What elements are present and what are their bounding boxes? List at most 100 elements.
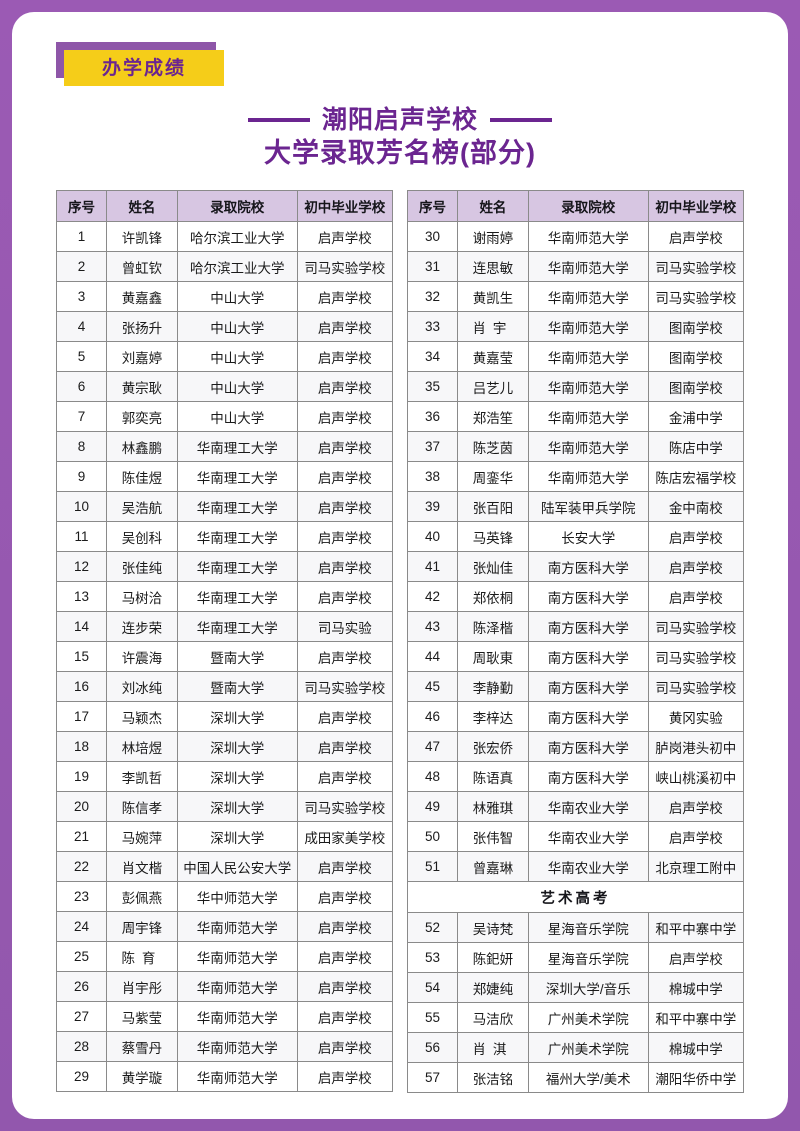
cell-no: 12 xyxy=(56,551,107,582)
cell-university: 暨南大学 xyxy=(176,671,298,702)
cell-school: 启声学校 xyxy=(647,942,745,973)
cell-no: 20 xyxy=(56,791,107,822)
cell-university: 华南农业大学 xyxy=(527,821,649,852)
cell-no: 47 xyxy=(407,731,458,762)
cell-name: 陈语真 xyxy=(456,761,529,792)
cell-name: 谢雨婷 xyxy=(456,221,529,252)
cell-no: 31 xyxy=(407,251,458,282)
cell-name: 连思敏 xyxy=(456,251,529,282)
cell-school: 启声学校 xyxy=(647,791,745,822)
cell-school: 金浦中学 xyxy=(647,401,745,432)
cell-school: 启声学校 xyxy=(296,461,394,492)
cell-name: 马紫莹 xyxy=(105,1001,178,1032)
cell-no: 16 xyxy=(56,671,107,702)
cell-no: 52 xyxy=(407,912,458,943)
table-row: 9 陈佳煜 华南理工大学 启声学校 xyxy=(56,461,394,492)
cell-university: 哈尔滨工业大学 xyxy=(176,251,298,282)
cell-name: 张洁铭 xyxy=(456,1062,529,1093)
cell-school: 胪岗港头初中 xyxy=(647,731,745,762)
cell-name: 周宇锋 xyxy=(105,911,178,942)
table-row: 18 林培煜 深圳大学 启声学校 xyxy=(56,731,394,762)
table-row: 30 谢雨婷 华南师范大学 启声学校 xyxy=(407,221,745,252)
cell-name: 张宏侨 xyxy=(456,731,529,762)
cell-university: 华南师范大学 xyxy=(527,281,649,312)
cell-name: 郑婕纯 xyxy=(456,972,529,1003)
cell-school: 金中南校 xyxy=(647,491,745,522)
table-row: 22 肖文楷 中国人民公安大学 启声学校 xyxy=(56,851,394,882)
table-row: 46 李梓达 南方医科大学 黄冈实验 xyxy=(407,701,745,732)
table-row: 54 郑婕纯 深圳大学/音乐 棉城中学 xyxy=(407,972,745,1003)
table-row: 34 黄嘉莹 华南师范大学 图南学校 xyxy=(407,341,745,372)
cell-name: 陈佳煜 xyxy=(105,461,178,492)
poster-title: 潮阳启声学校 大学录取芳名榜(部分) xyxy=(12,106,788,169)
table-row: 45 李静勤 南方医科大学 司马实验学校 xyxy=(407,671,745,702)
table-row: 51 曾嘉琳 华南农业大学 北京理工附中 xyxy=(407,851,745,882)
cell-university: 华南师范大学 xyxy=(527,431,649,462)
cell-university: 华南师范大学 xyxy=(527,341,649,372)
table-row: 25 陈育 华南师范大学 启声学校 xyxy=(56,941,394,972)
cell-university: 长安大学 xyxy=(527,521,649,552)
cell-no: 22 xyxy=(56,851,107,882)
cell-no: 9 xyxy=(56,461,107,492)
roster-table-left: 序号 姓名 录取院校 初中毕业学校 1 许凯锋 哈尔滨工业大学 启声学校 2 曾虹钦 哈尔滨… xyxy=(56,190,394,1092)
cell-no: 7 xyxy=(56,401,107,432)
title-line-1: 潮阳启声学校 xyxy=(12,106,788,135)
table-row: 29 黄学璇 华南师范大学 启声学校 xyxy=(56,1061,394,1092)
table-row: 31 连思敏 华南师范大学 司马实验学校 xyxy=(407,251,745,282)
cell-school: 启声学校 xyxy=(647,821,745,852)
col-header-name: 姓名 xyxy=(105,190,178,222)
cell-name: 陈信孝 xyxy=(105,791,178,822)
cell-name: 郑依桐 xyxy=(456,581,529,612)
cell-name: 黄学璇 xyxy=(105,1061,178,1092)
cell-university: 中山大学 xyxy=(176,311,298,342)
cell-school: 启声学校 xyxy=(296,641,394,672)
table-row: 10 吴浩航 华南理工大学 启声学校 xyxy=(56,491,394,522)
cell-university: 中国人民公安大学 xyxy=(176,851,298,882)
cell-school: 启声学校 xyxy=(296,281,394,312)
cell-name: 曾嘉琳 xyxy=(456,851,529,882)
table-row: 33 肖宇 华南师范大学 图南学校 xyxy=(407,311,745,342)
cell-name: 肖宇 xyxy=(456,311,529,342)
cell-no: 19 xyxy=(56,761,107,792)
cell-university: 华南师范大学 xyxy=(176,1031,298,1062)
cell-university: 华南师范大学 xyxy=(527,461,649,492)
cell-university: 南方医科大学 xyxy=(527,551,649,582)
cell-university: 深圳大学 xyxy=(176,821,298,852)
title-line-2: 大学录取芳名榜(部分) xyxy=(264,137,536,168)
table-header-row: 序号 姓名 录取院校 初中毕业学校 xyxy=(407,190,745,222)
badge-body: 办学成绩 xyxy=(64,50,224,86)
cell-school: 司马实验学校 xyxy=(647,641,745,672)
cell-university: 华南师范大学 xyxy=(176,941,298,972)
cell-name: 马英锋 xyxy=(456,521,529,552)
cell-no: 18 xyxy=(56,731,107,762)
cell-no: 4 xyxy=(56,311,107,342)
table-row: 11 吴创科 华南理工大学 启声学校 xyxy=(56,521,394,552)
table-row: 42 郑依桐 南方医科大学 启声学校 xyxy=(407,581,745,612)
cell-no: 8 xyxy=(56,431,107,462)
cell-school: 司马实验学校 xyxy=(296,791,394,822)
cell-university: 华南农业大学 xyxy=(527,791,649,822)
cell-no: 41 xyxy=(407,551,458,582)
cell-no: 11 xyxy=(56,521,107,552)
cell-university: 华南师范大学 xyxy=(527,401,649,432)
cell-no: 36 xyxy=(407,401,458,432)
col-header-school: 初中毕业学校 xyxy=(296,190,394,222)
cell-name: 张伟智 xyxy=(456,821,529,852)
cell-name: 林鑫鹏 xyxy=(105,431,178,462)
cell-school: 启声学校 xyxy=(296,1061,394,1092)
cell-name: 彭佩燕 xyxy=(105,881,178,912)
roster-table-left-wrap: 序号 姓名 录取院校 初中毕业学校 1 许凯锋 哈尔滨工业大学 启声学校 2 曾虹钦 哈尔滨… xyxy=(56,190,394,1093)
cell-school: 棉城中学 xyxy=(647,972,745,1003)
cell-school: 启声学校 xyxy=(296,1031,394,1062)
table-row: 26 肖宇彤 华南师范大学 启声学校 xyxy=(56,971,394,1002)
cell-university: 南方医科大学 xyxy=(527,581,649,612)
cell-no: 2 xyxy=(56,251,107,282)
cell-no: 40 xyxy=(407,521,458,552)
cell-university: 陆军装甲兵学院 xyxy=(527,491,649,522)
table-row: 52 吴诗梵 星海音乐学院 和平中寨中学 xyxy=(407,912,745,943)
cell-no: 35 xyxy=(407,371,458,402)
cell-name: 李凯哲 xyxy=(105,761,178,792)
cell-university: 南方医科大学 xyxy=(527,611,649,642)
cell-name: 刘嘉婷 xyxy=(105,341,178,372)
